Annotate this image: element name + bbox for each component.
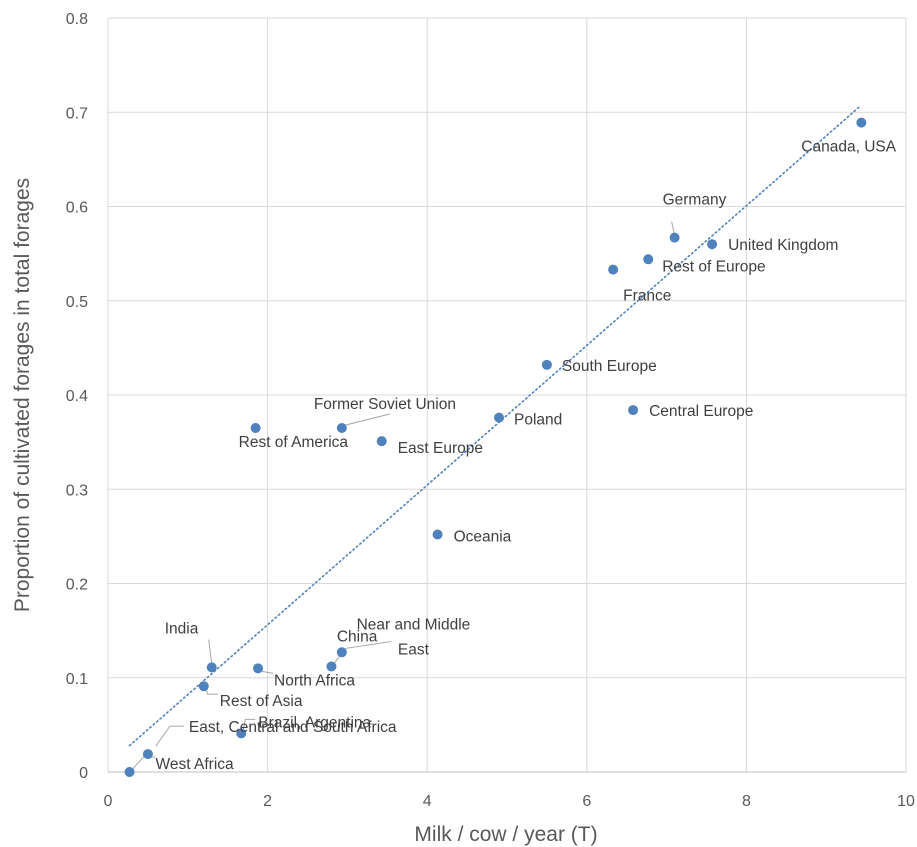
data-point-brazil-argentina	[236, 728, 247, 739]
y-tick-label: 0.8	[66, 11, 88, 28]
x-tick-label: 4	[423, 793, 432, 810]
point-label-rest-of-asia: Rest of Asia	[220, 693, 303, 710]
data-point-oceania	[432, 529, 443, 540]
label-leader-lines	[132, 221, 676, 770]
point-label-rest-of-america: Rest of America	[239, 434, 349, 451]
data-point-near-and-middle-east	[326, 661, 337, 672]
y-tick-label: 0.6	[66, 200, 88, 217]
data-point-rest-of-europe	[643, 254, 654, 265]
axes	[107, 18, 906, 773]
point-label-germany: Germany	[663, 192, 727, 209]
point-label-oceania: Oceania	[454, 528, 512, 545]
data-point-rest-of-asia	[198, 681, 209, 692]
trendline	[128, 105, 861, 747]
point-label-france: France	[623, 288, 671, 305]
point-label-brazil-argentina: Brazil, Argentina	[258, 714, 371, 731]
point-labels: Canada, USA Germany United Kingdom Rest of …	[156, 139, 897, 773]
trendline-layer	[128, 105, 861, 747]
data-point-west-africa	[124, 767, 135, 777]
data-points	[124, 117, 867, 777]
point-label-canada-usa: Canada, USA	[801, 139, 896, 156]
leader-line-former-soviet-union	[341, 413, 390, 427]
data-point-france	[608, 264, 619, 275]
y-tick-label: 0.4	[66, 388, 88, 405]
y-tick-label: 0.5	[66, 294, 88, 311]
leader-line-germany	[671, 221, 676, 235]
data-point-india	[206, 662, 217, 673]
leader-line-west-africa	[132, 756, 156, 770]
data-point-rest-of-america	[250, 422, 261, 433]
point-label-south-europe: South Europe	[562, 358, 657, 375]
point-label-poland: Poland	[514, 412, 562, 429]
data-point-east-europe	[376, 436, 387, 447]
data-point-poland	[494, 412, 505, 423]
x-tick-label: 10	[897, 793, 915, 810]
y-tick-label: 0.7	[66, 105, 88, 122]
y-tick-label: 0	[79, 765, 88, 782]
point-label-near-and-middle-east: Near and Middle East	[357, 616, 471, 658]
point-label-west-africa: West Africa	[156, 756, 234, 773]
leader-line-east-central-and-south-africa	[155, 725, 184, 747]
data-point-canada-usa	[856, 117, 867, 128]
x-tick-label: 8	[742, 793, 751, 810]
grid-lines	[108, 17, 907, 772]
point-label-east-europe: East Europe	[398, 440, 483, 457]
point-label-rest-of-europe: Rest of Europe	[662, 258, 765, 275]
x-tick-label: 2	[263, 793, 272, 810]
data-point-former-soviet-union	[336, 422, 347, 433]
point-label-india: India	[165, 620, 199, 637]
y-axis-title: Proportion of cultivated forages in tota…	[11, 178, 34, 612]
data-point-north-africa	[253, 663, 264, 674]
y-tick-label: 0.2	[66, 577, 88, 594]
point-label-former-soviet-union: Former Soviet Union	[314, 396, 456, 413]
point-label-north-africa: North Africa	[274, 672, 355, 689]
leader-line-near-and-middle-east	[333, 640, 392, 665]
point-label-central-europe: Central Europe	[649, 403, 753, 420]
data-point-united-kingdom	[707, 239, 718, 250]
y-tick-label: 0.3	[66, 482, 88, 499]
data-point-germany	[669, 232, 680, 243]
leader-line-india	[208, 639, 213, 665]
y-tick-label: 0.1	[66, 671, 88, 688]
x-tick-label: 0	[104, 793, 113, 810]
x-axis-title: Milk / cow / year (T)	[414, 823, 597, 846]
point-label-united-kingdom: United Kingdom	[728, 237, 838, 254]
x-tick-label: 6	[582, 793, 591, 810]
leader-line-brazil-argentina	[242, 718, 256, 730]
point-label-east-central-and-south-africa: East, Central and South Africa	[189, 719, 397, 736]
data-point-south-europe	[541, 359, 552, 370]
data-point-china	[336, 647, 347, 658]
data-point-east-central-and-south-africa	[142, 749, 153, 760]
leader-line-north-africa	[261, 670, 274, 674]
point-label-china: China	[337, 628, 378, 645]
leader-line-rest-of-asia	[205, 689, 218, 695]
data-point-central-europe	[628, 405, 639, 416]
tick-labels: 0 2 4 6 8 10 0 0.1 0.2 0.3 0.4 0.5 0.6 0.7 0.8	[66, 11, 915, 810]
